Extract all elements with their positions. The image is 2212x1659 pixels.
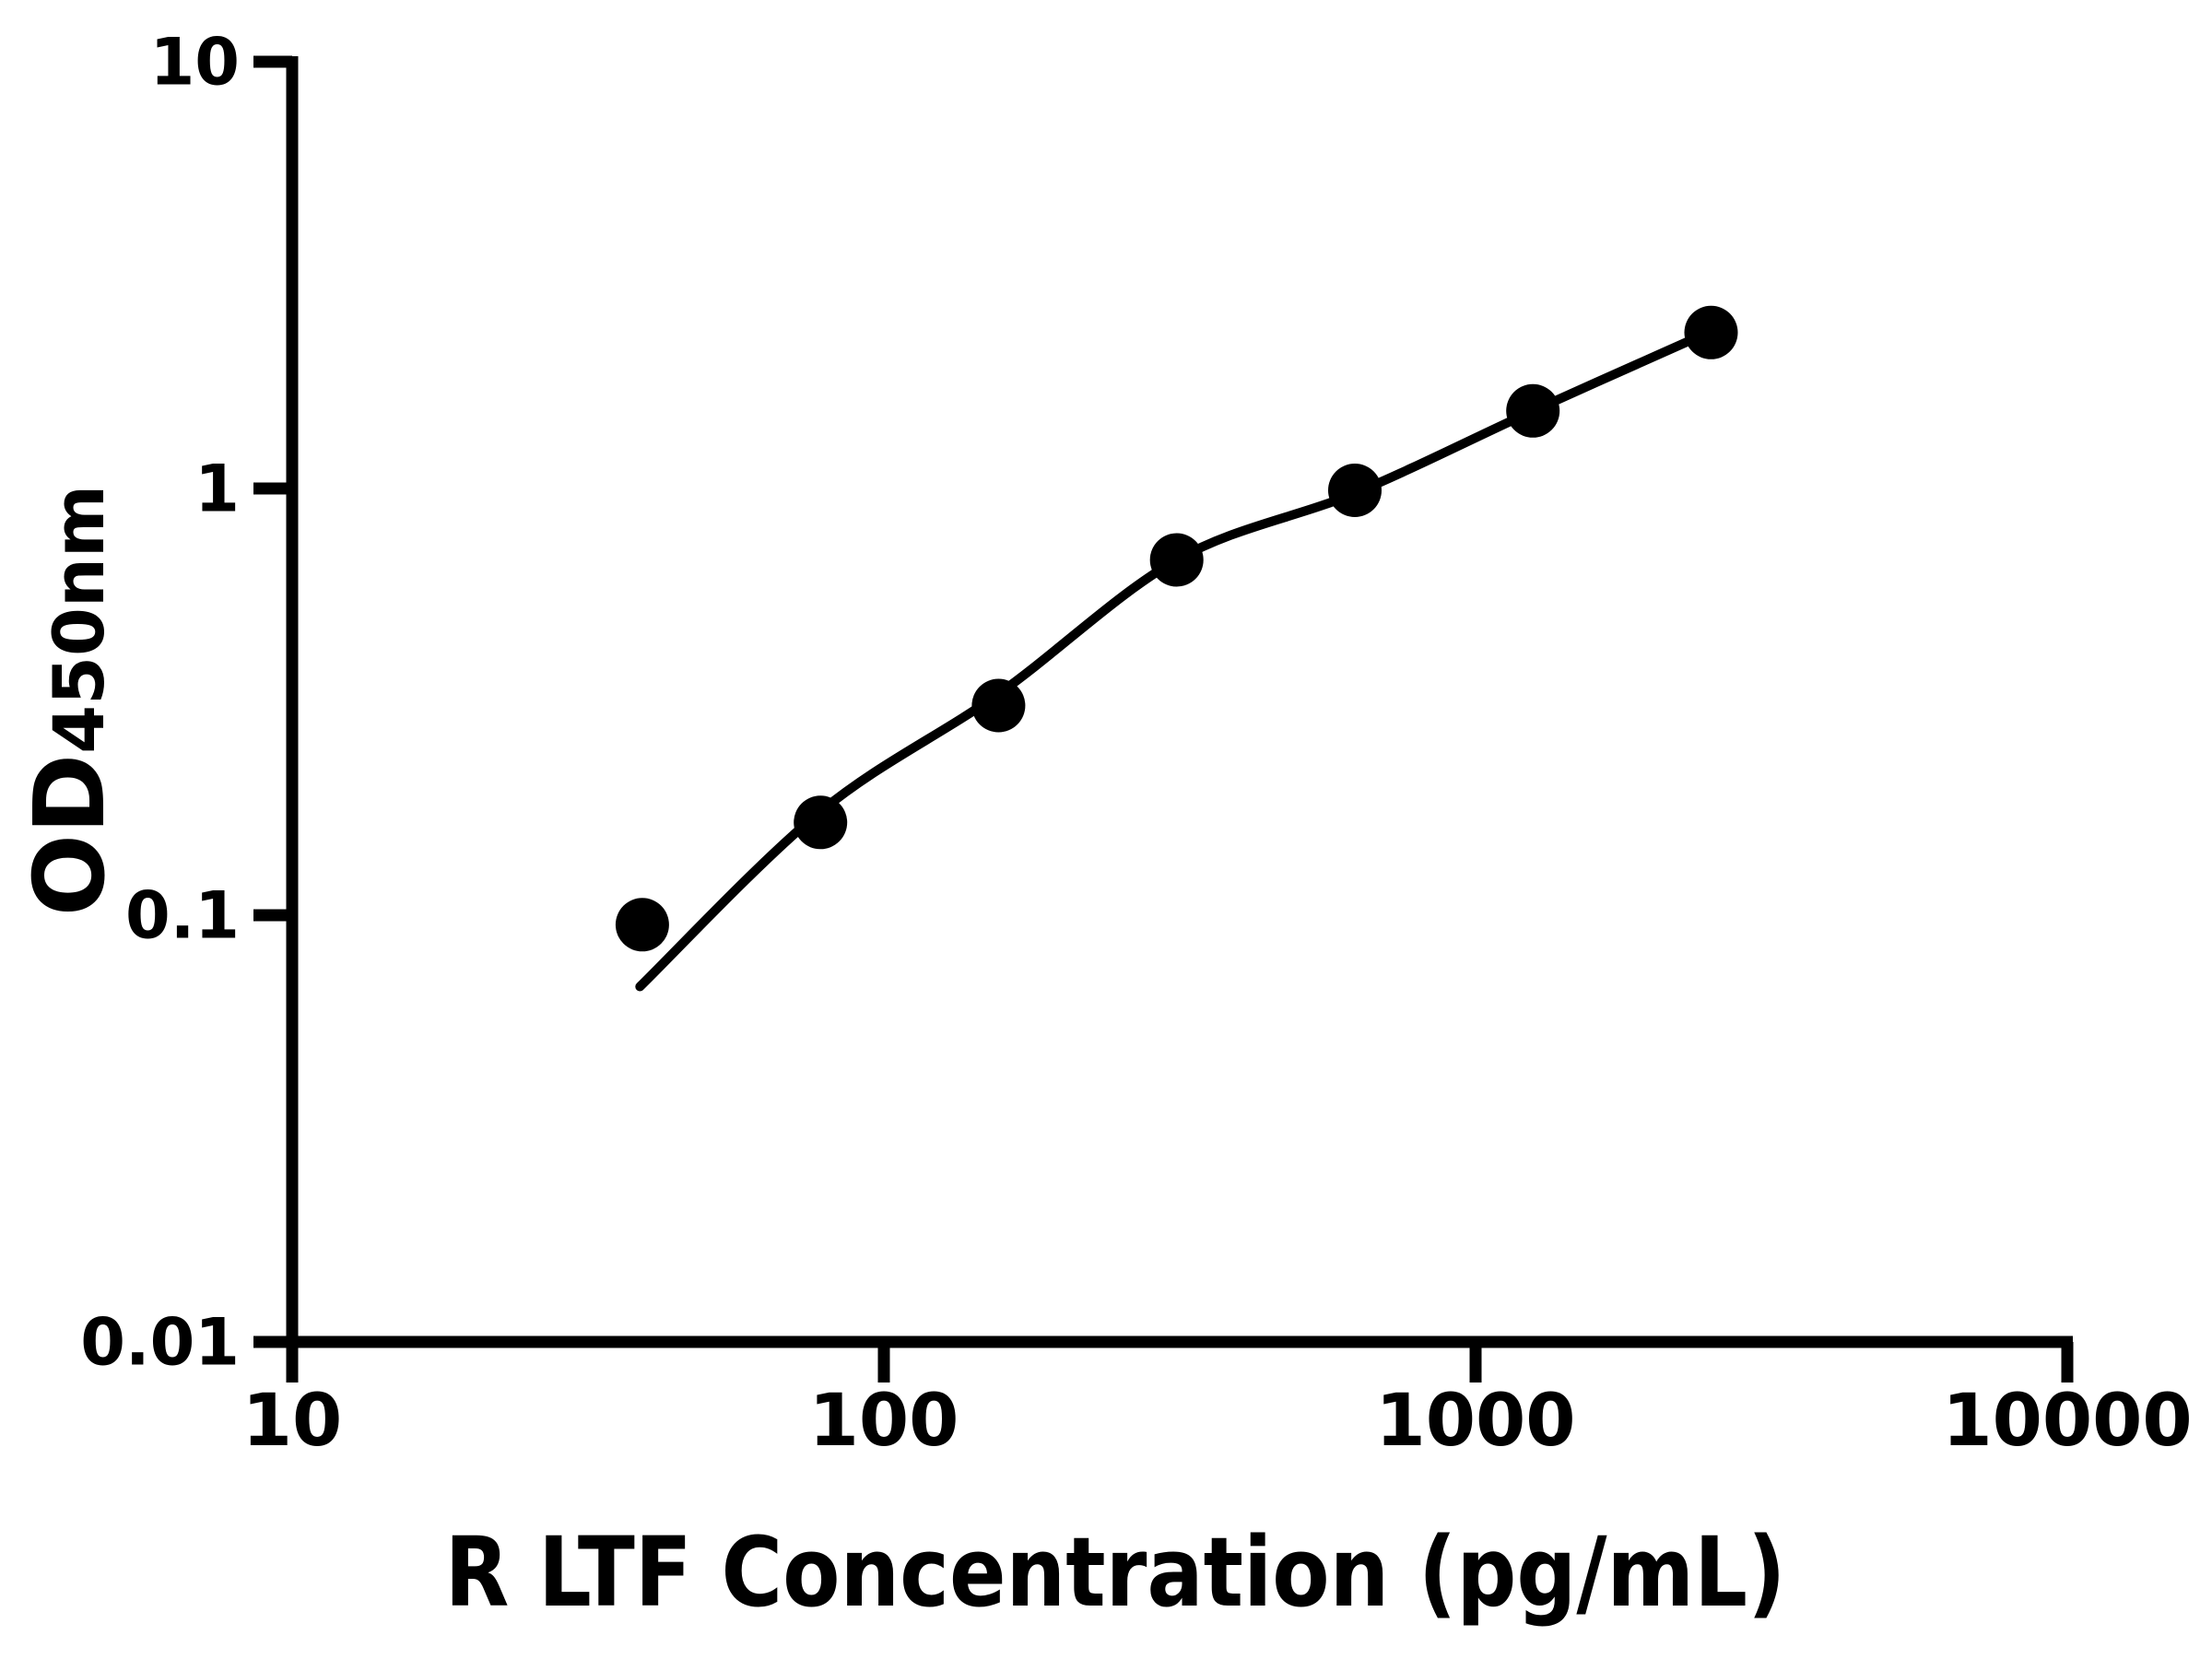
y-tick-label-0.01: 0.01: [80, 1305, 240, 1381]
y-tick-label-1: 1: [194, 452, 240, 527]
x-tick-label-1000: 1000: [1375, 1380, 1575, 1463]
y-tick-label-10: 10: [150, 25, 240, 100]
data-point-6: [1506, 383, 1560, 438]
data-point-5: [1328, 464, 1382, 517]
y-axis-title-main: OD: [14, 754, 126, 916]
y-axis-title: OD450nm: [14, 485, 126, 916]
data-point-2: [794, 795, 848, 850]
x-axis-title: R LTF Concentration (pg/mL): [445, 1516, 1786, 1629]
data-point-3: [971, 678, 1026, 733]
data-point-4: [1149, 533, 1204, 587]
x-tick-label-10: 10: [242, 1380, 343, 1463]
data-point-7: [1684, 305, 1738, 359]
y-tick-label-0.1: 0.1: [125, 878, 240, 954]
data-point-1: [615, 898, 669, 952]
x-tick-label-10000: 10000: [1942, 1380, 2192, 1463]
x-tick-label-100: 100: [809, 1380, 959, 1463]
y-axis-title-subscript: 450nm: [38, 485, 120, 754]
